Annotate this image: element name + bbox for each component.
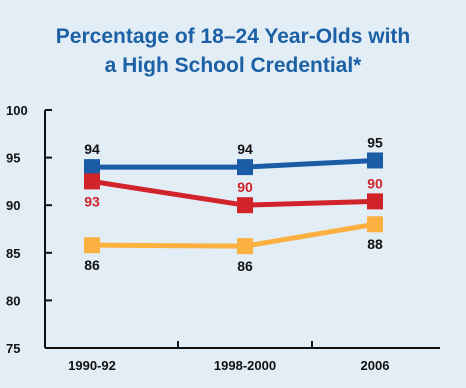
data-point-marker xyxy=(367,152,383,169)
y-tick-label: 90 xyxy=(6,198,20,213)
data-label: 90 xyxy=(237,179,253,195)
y-tick-label: 75 xyxy=(6,341,20,356)
data-label: 94 xyxy=(84,141,100,157)
chart-title-line-2: a High School Credential* xyxy=(105,54,363,77)
data-label: 94 xyxy=(237,141,253,157)
data-point-marker xyxy=(237,197,253,214)
data-label: 90 xyxy=(367,175,383,191)
chart-title-line-1: Percentage of 18–24 Year-Olds with xyxy=(56,25,410,48)
series-line xyxy=(91,221,376,249)
x-tick-label: 1998-2000 xyxy=(214,358,276,373)
y-tick-label: 100 xyxy=(6,103,28,118)
x-tick-label: 1990-92 xyxy=(68,358,116,373)
axes: 75 80 85 90 95 100 1990-92 1998-2000 2006 xyxy=(6,103,440,373)
data-label: 86 xyxy=(84,257,100,273)
y-tick-label: 85 xyxy=(6,246,20,261)
data-label: 86 xyxy=(237,258,253,274)
series-line xyxy=(91,178,376,208)
data-point-marker xyxy=(367,193,383,210)
data-point-marker xyxy=(237,238,253,255)
data-label: 88 xyxy=(367,236,383,252)
data-label: 95 xyxy=(367,134,383,150)
data-point-marker xyxy=(367,216,383,233)
series-line xyxy=(92,157,376,170)
data-point-marker xyxy=(84,237,100,254)
x-tick-label: 2006 xyxy=(361,358,390,373)
data-label: 93 xyxy=(84,193,100,209)
y-tick-label: 95 xyxy=(6,151,20,166)
y-tick-label: 80 xyxy=(6,293,20,308)
series-layer: 94 94 95 93 90 90 86 86 88 xyxy=(84,134,383,274)
data-point-marker xyxy=(84,173,100,190)
data-point-marker xyxy=(84,159,100,176)
data-point-marker xyxy=(237,159,253,176)
